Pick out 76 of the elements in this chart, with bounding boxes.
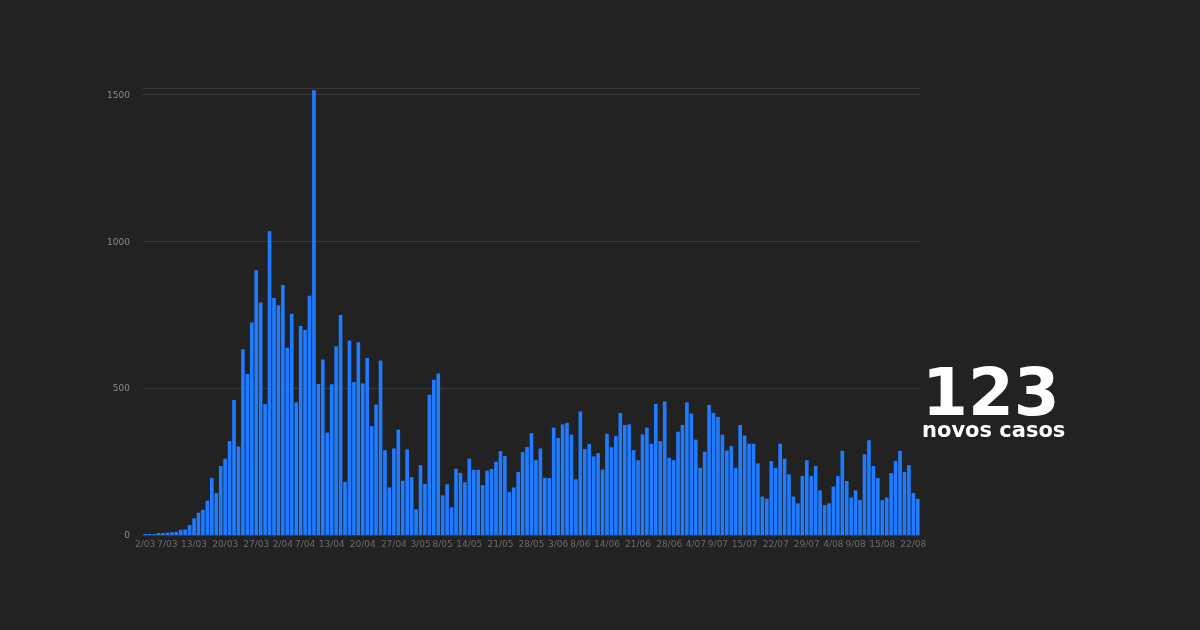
bar: [596, 453, 600, 535]
bar: [241, 349, 245, 535]
bar: [365, 358, 370, 535]
bar: [769, 461, 774, 535]
bar: [476, 469, 481, 535]
x-tick-label: 3/05: [410, 538, 431, 549]
x-tick-label: 9/08: [845, 538, 866, 549]
bar: [289, 313, 294, 535]
bar: [804, 460, 809, 535]
bar: [907, 465, 911, 535]
bar: [281, 285, 285, 535]
bar: [405, 449, 409, 535]
bar: [436, 373, 441, 535]
bar: [312, 90, 316, 535]
x-tick-label: 8/06: [570, 538, 591, 549]
bar: [210, 478, 214, 535]
bar: [716, 416, 720, 535]
x-tick-label: 9/07: [707, 538, 729, 549]
bar: [587, 444, 592, 535]
bar: [738, 424, 742, 535]
x-tick-label: 29/07: [793, 538, 820, 549]
x-tick-label: 7/04: [294, 538, 316, 549]
bar: [840, 450, 845, 535]
x-tick-label: 4/07: [685, 538, 706, 549]
x-tick-label: 2/04: [272, 538, 294, 549]
bar: [551, 427, 556, 535]
x-tick-label: 28/06: [656, 538, 683, 549]
x-tick-label: 7/03: [157, 538, 178, 549]
bar: [867, 440, 871, 535]
bar: [565, 422, 569, 535]
x-tick-label: 21/05: [487, 538, 514, 549]
y-tick-label: 0: [124, 530, 131, 541]
bar: [707, 405, 711, 535]
x-tick-label: 27/04: [380, 538, 408, 549]
x-tick-label: 4/08: [823, 538, 844, 549]
x-tick-label: 15/08: [869, 538, 896, 549]
bar: [485, 470, 489, 535]
bar: [645, 427, 649, 535]
bar: [729, 446, 734, 535]
bar: [662, 401, 667, 535]
bar: [232, 400, 236, 535]
x-tick-label: 20/04: [349, 538, 377, 549]
bar: [178, 529, 183, 535]
bar: [627, 424, 631, 535]
x-tick-label: 2/03: [135, 538, 156, 549]
bar: [898, 450, 902, 535]
x-tick-label: 22/08: [900, 538, 927, 549]
bar: [445, 484, 449, 535]
bar: [396, 429, 401, 535]
bar: [454, 468, 458, 535]
x-tick-label: 20/03: [212, 538, 239, 549]
x-tick-label: 14/06: [594, 538, 621, 549]
x-tick-label: 13/03: [181, 538, 208, 549]
text: novos casos: [922, 418, 1066, 442]
bar: [254, 270, 259, 535]
x-tick-label: 15/07: [731, 538, 758, 549]
bar: [170, 532, 174, 535]
bar: [605, 433, 609, 535]
bar: [685, 402, 689, 535]
bar: [654, 403, 658, 535]
y-tick-label: 1500: [107, 90, 131, 101]
x-tick-label: 21/06: [625, 538, 652, 549]
x-tick-label: 27/03: [243, 538, 270, 549]
bar: [321, 359, 325, 535]
y-tick-label: 500: [112, 383, 131, 394]
x-tick-label: 14/05: [456, 538, 483, 549]
y-tick-label: 1000: [107, 236, 131, 247]
x-tick-label: 8/05: [432, 538, 453, 549]
bar: [183, 529, 187, 535]
bar: [618, 412, 623, 535]
bar: [174, 531, 179, 535]
x-tick-label: 22/07: [762, 538, 789, 549]
x-tick-label: 13/04: [318, 538, 345, 549]
bar: [778, 443, 782, 535]
x-tick-label: 3/06: [548, 538, 569, 549]
x-tick-label: 28/05: [518, 538, 545, 549]
